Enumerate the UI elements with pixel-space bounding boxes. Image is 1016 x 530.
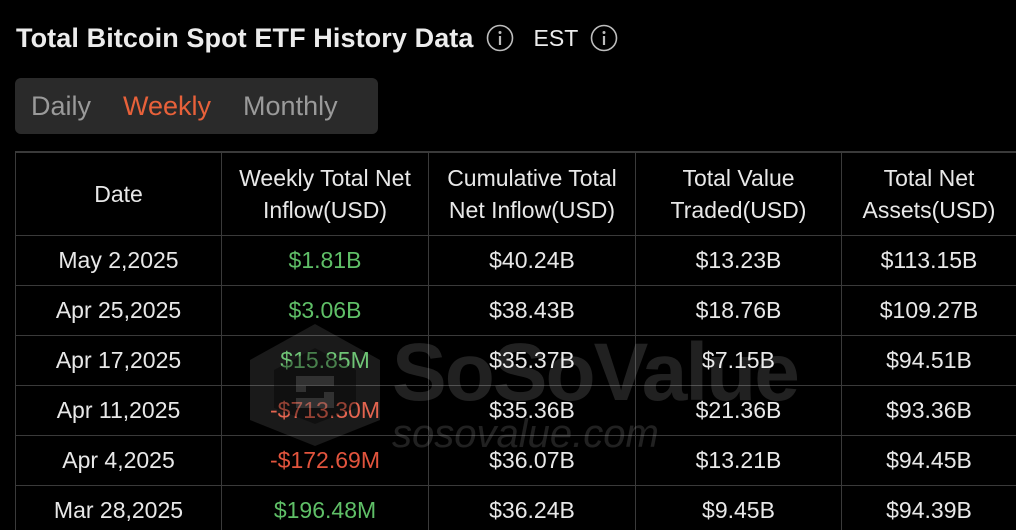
cell-net-assets: $94.45B — [841, 434, 1016, 486]
timezone-info-icon[interactable] — [590, 24, 618, 52]
column-header-value-traded[interactable]: Total Value Traded(USD) — [635, 151, 842, 236]
cell-value-traded: $13.21B — [635, 434, 842, 486]
table-header-row: Date Weekly Total Net Inflow(USD) Cumula… — [15, 151, 1016, 236]
cell-value-traded: $7.15B — [635, 334, 842, 386]
cell-net-assets: $109.27B — [841, 284, 1016, 336]
column-header-net-assets[interactable]: Total Net Assets(USD) — [841, 151, 1016, 236]
cell-weekly-inflow: $3.06B — [221, 284, 429, 336]
cell-value-traded: $18.76B — [635, 284, 842, 336]
cell-net-assets: $94.39B — [841, 484, 1016, 530]
cell-date: Apr 17,2025 — [15, 334, 222, 386]
cell-weekly-inflow: $1.81B — [221, 234, 429, 286]
column-header-date[interactable]: Date — [15, 151, 222, 236]
period-tabs: Daily Weekly Monthly — [15, 78, 378, 134]
cell-weekly-inflow: $15.85M — [221, 334, 429, 386]
etf-history-table: Date Weekly Total Net Inflow(USD) Cumula… — [15, 151, 1016, 530]
table-row[interactable]: May 2,2025 $1.81B $40.24B $13.23B $113.15B — [15, 234, 1016, 286]
table-body: May 2,2025 $1.81B $40.24B $13.23B $113.15B Ap… — [15, 234, 1016, 530]
timezone-label: EST — [533, 24, 579, 51]
cell-net-assets: $113.15B — [841, 234, 1016, 286]
table-row[interactable]: Apr 25,2025 $3.06B $38.43B $18.76B $109.27B — [15, 284, 1016, 336]
cell-value-traded: $21.36B — [635, 384, 842, 436]
column-header-cumulative-inflow[interactable]: Cumulative Total Net Inflow(USD) — [428, 151, 636, 236]
cell-cumulative-inflow: $40.24B — [428, 234, 636, 286]
cell-date: Apr 25,2025 — [15, 284, 222, 336]
cell-net-assets: $93.36B — [841, 384, 1016, 436]
cell-date: Apr 4,2025 — [15, 434, 222, 486]
info-icon[interactable] — [486, 24, 514, 52]
tab-daily[interactable]: Daily — [31, 90, 92, 121]
cell-date: Apr 11,2025 — [15, 384, 222, 436]
tab-monthly[interactable]: Monthly — [243, 90, 338, 121]
table-row[interactable]: Apr 11,2025 -$713.30M $35.36B $21.36B $93.36… — [15, 384, 1016, 436]
page-title: Total Bitcoin Spot ETF History Data — [16, 22, 474, 53]
tab-weekly[interactable]: Weekly — [123, 90, 212, 121]
page-header: Total Bitcoin Spot ETF History Data EST — [16, 20, 618, 56]
cell-net-assets: $94.51B — [841, 334, 1016, 386]
table-row[interactable]: Apr 17,2025 $15.85M $35.37B $7.15B $94.51B — [15, 334, 1016, 386]
cell-cumulative-inflow: $35.36B — [428, 384, 636, 436]
cell-date: May 2,2025 — [15, 234, 222, 286]
cell-value-traded: $9.45B — [635, 484, 842, 530]
cell-cumulative-inflow: $35.37B — [428, 334, 636, 386]
cell-weekly-inflow: -$713.30M — [221, 384, 429, 436]
table-row[interactable]: Apr 4,2025 -$172.69M $36.07B $13.21B $94.45B — [15, 434, 1016, 486]
column-header-weekly-inflow[interactable]: Weekly Total Net Inflow(USD) — [221, 151, 429, 236]
cell-cumulative-inflow: $36.24B — [428, 484, 636, 530]
table-row[interactable]: Mar 28,2025 $196.48M $36.24B $9.45B $94.39B — [15, 484, 1016, 530]
cell-value-traded: $13.23B — [635, 234, 842, 286]
cell-weekly-inflow: -$172.69M — [221, 434, 429, 486]
cell-cumulative-inflow: $38.43B — [428, 284, 636, 336]
cell-date: Mar 28,2025 — [15, 484, 222, 530]
cell-weekly-inflow: $196.48M — [221, 484, 429, 530]
cell-cumulative-inflow: $36.07B — [428, 434, 636, 486]
